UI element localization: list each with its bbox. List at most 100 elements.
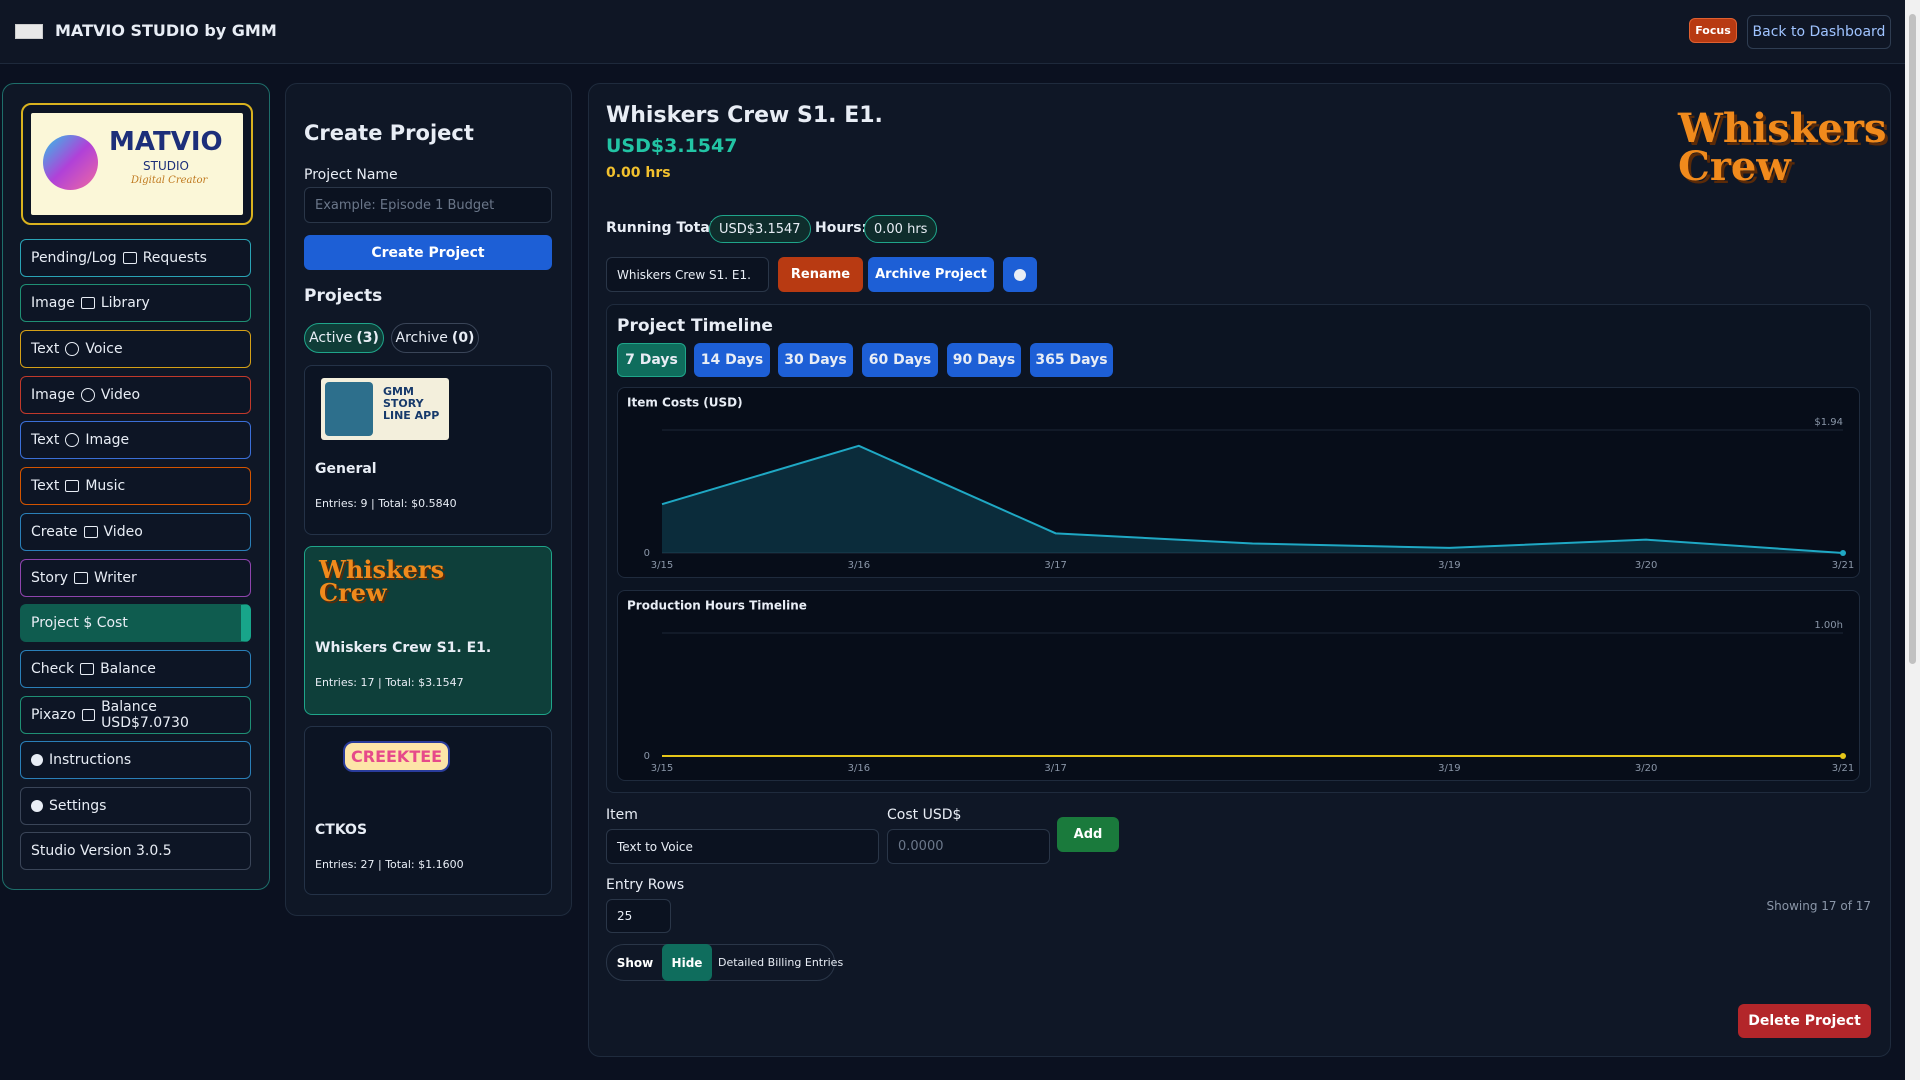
- show-button[interactable]: Show: [616, 955, 654, 970]
- range-button[interactable]: 365 Days: [1030, 343, 1113, 377]
- menu-text: Image: [85, 432, 130, 448]
- chart-box: Item Costs (USD) 0 $1.94 3/15 3/16 3/17 3/19 3/…: [617, 387, 1860, 578]
- rename-button[interactable]: Rename: [778, 257, 863, 292]
- icon: [80, 663, 95, 675]
- menu-item-active[interactable]: Project $ Cost: [20, 604, 251, 642]
- menu-item[interactable]: Create Video: [20, 513, 251, 551]
- icon: [122, 252, 137, 264]
- menu-text: Text: [31, 478, 60, 494]
- x-tick-label: 3/20: [1635, 560, 1657, 571]
- menu-item[interactable]: Pixazo Balance USD$7.0730: [20, 696, 251, 734]
- area: [662, 445, 1843, 553]
- delete-button[interactable]: Delete Project: [1738, 1004, 1871, 1038]
- rows-select[interactable]: 25: [606, 899, 671, 933]
- focus-button[interactable]: Focus: [1689, 18, 1737, 43]
- back-button[interactable]: Back to Dashboard: [1747, 15, 1891, 49]
- heading: Projects: [304, 286, 383, 306]
- menu-item[interactable]: Settings: [20, 787, 251, 825]
- range-button[interactable]: 60 Days: [862, 343, 938, 377]
- card-info: Entries: 27 | Total: $1.1600: [315, 858, 464, 871]
- range-button-active[interactable]: 7 Days: [617, 343, 686, 377]
- range-button[interactable]: 14 Days: [694, 343, 770, 377]
- menu-text: Pixazo: [31, 707, 76, 723]
- label: Running Total:: [606, 220, 721, 236]
- tab-active[interactable]: Active (3): [304, 323, 384, 353]
- thumbnail: CREEKTEE: [343, 741, 451, 772]
- menu-item[interactable]: Text Music: [20, 467, 251, 505]
- menu-item[interactable]: Story Writer: [20, 559, 251, 597]
- icon: [73, 572, 88, 584]
- label: Project Name: [304, 167, 398, 183]
- menu-item[interactable]: Image Library: [20, 284, 251, 322]
- project-name-input[interactable]: Example: Episode 1 Budget: [304, 187, 552, 223]
- menu-text: Writer: [93, 570, 137, 586]
- y-tick-label: 1.00h: [1814, 620, 1843, 631]
- menu-text: Video: [103, 524, 143, 540]
- project-card-active[interactable]: Whiskers Crew Whiskers Crew S1. E1. Entr…: [304, 546, 552, 715]
- menu-text: Image: [31, 295, 75, 311]
- menu-item[interactable]: Text Image: [20, 421, 251, 459]
- top-bar: MATVIO STUDIO by GMM Focus Back to Dashb…: [0, 0, 1905, 64]
- settings-button[interactable]: [1003, 257, 1037, 292]
- menu-text: Requests: [142, 250, 207, 266]
- menu-text: Pending/Log: [31, 250, 117, 266]
- cost-input[interactable]: 0.0000: [887, 829, 1050, 864]
- menu-item: Studio Version 3.0.5: [20, 832, 251, 870]
- card-name: Whiskers Crew S1. E1.: [315, 640, 492, 656]
- thumbnail-art: [325, 382, 373, 436]
- archive-button[interactable]: Archive Project: [868, 257, 994, 292]
- range-button[interactable]: 90 Days: [947, 343, 1021, 377]
- menu-text: Instructions: [49, 752, 132, 768]
- menu-text: Project $ Cost: [31, 615, 128, 631]
- menu-item[interactable]: Text Voice: [20, 330, 251, 368]
- card-name: CTKOS: [315, 822, 368, 838]
- x-tick-label: 3/21: [1832, 763, 1854, 774]
- create-button[interactable]: Create Project: [304, 235, 552, 270]
- label: Entry Rows: [606, 877, 685, 893]
- icon: [65, 480, 80, 492]
- menu-item[interactable]: Check Balance: [20, 650, 251, 688]
- chart: Production Hours Timeline 0 1.00h 3/15 3/16 3…: [627, 599, 1854, 775]
- logo-title: MATVIO: [109, 127, 223, 157]
- scroll-thumb[interactable]: [1909, 14, 1916, 664]
- menu-text: Balance USD$7.0730: [101, 699, 189, 731]
- range-button[interactable]: 30 Days: [778, 343, 853, 377]
- hide-button[interactable]: Hide: [662, 944, 712, 981]
- y-tick-label: 0: [644, 751, 650, 762]
- x-tick-label: 3/17: [1044, 763, 1066, 774]
- menu-text: Video: [100, 387, 141, 403]
- menu-item[interactable]: Image Video: [20, 376, 251, 414]
- icon: [83, 526, 98, 538]
- tab[interactable]: Archive (0): [391, 323, 479, 353]
- project-cost: USD$3.1547: [606, 135, 738, 157]
- end-point: [1840, 753, 1846, 759]
- project-card[interactable]: CREEKTEE CTKOS Entries: 27 | Total: $1.1…: [304, 726, 552, 895]
- menu-item[interactable]: Pending/Log Requests: [20, 239, 251, 277]
- label: Detailed Billing Entries: [718, 956, 844, 969]
- menu-text: Library: [100, 295, 150, 311]
- rename-input[interactable]: Whiskers Crew S1. E1.: [606, 257, 769, 292]
- brand: MATVIO STUDIO by GMM: [55, 21, 277, 40]
- icon: [80, 297, 95, 309]
- icon: [31, 754, 43, 766]
- chart-title: Item Costs (USD): [627, 396, 743, 410]
- project-card[interactable]: GMM STORY LINE APP General Entries: 9 | …: [304, 365, 552, 535]
- x-tick-label: 3/21: [1832, 560, 1854, 571]
- menu-text: Text: [31, 341, 60, 357]
- scrollbar: [1905, 0, 1920, 1080]
- gear-icon: [1014, 268, 1026, 281]
- chart-box: Production Hours Timeline 0 1.00h 3/15 3/16 3…: [617, 590, 1860, 781]
- logo-tagline: Digital Creator: [131, 175, 208, 186]
- menu-text: Settings: [49, 798, 107, 814]
- tab-label: Active: [309, 330, 353, 346]
- tab-count: (0): [451, 330, 475, 346]
- item-select[interactable]: Text to Voice: [606, 829, 879, 864]
- menu-item[interactable]: Instructions: [20, 741, 251, 779]
- x-tick-label: 3/19: [1438, 763, 1460, 774]
- project-title: Whiskers Crew S1. E1.: [606, 103, 883, 128]
- x-tick-label: 3/19: [1438, 560, 1460, 571]
- label: Item: [606, 807, 638, 823]
- end-point: [1840, 550, 1846, 556]
- menu-text: Check: [31, 661, 75, 677]
- add-button[interactable]: Add: [1057, 817, 1119, 852]
